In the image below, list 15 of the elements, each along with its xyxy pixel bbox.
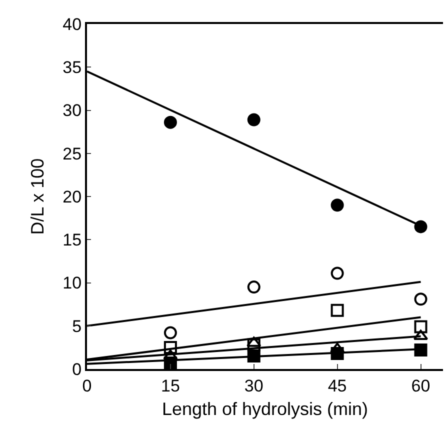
y-tick-label: 0 (72, 360, 82, 379)
x-axis-title: Length of hydrolysis (min) (162, 399, 368, 419)
y-tick-label: 40 (62, 14, 82, 34)
y-tick-label: 30 (62, 101, 82, 120)
x-tick-label: 60 (411, 376, 430, 396)
y-tick-label: 20 (62, 187, 82, 206)
y-tick-label: 5 (72, 316, 82, 336)
x-tick-label: 45 (328, 376, 347, 396)
y-tick-label: 25 (62, 144, 82, 164)
y-tick-label: 15 (62, 230, 82, 250)
x-tick-label: 30 (244, 376, 264, 396)
y-tick-label: 35 (62, 58, 82, 78)
y-axis-title: D/L x 100 (27, 158, 48, 235)
y-tick-label: 10 (62, 274, 82, 293)
x-tick-label: 15 (160, 376, 180, 396)
